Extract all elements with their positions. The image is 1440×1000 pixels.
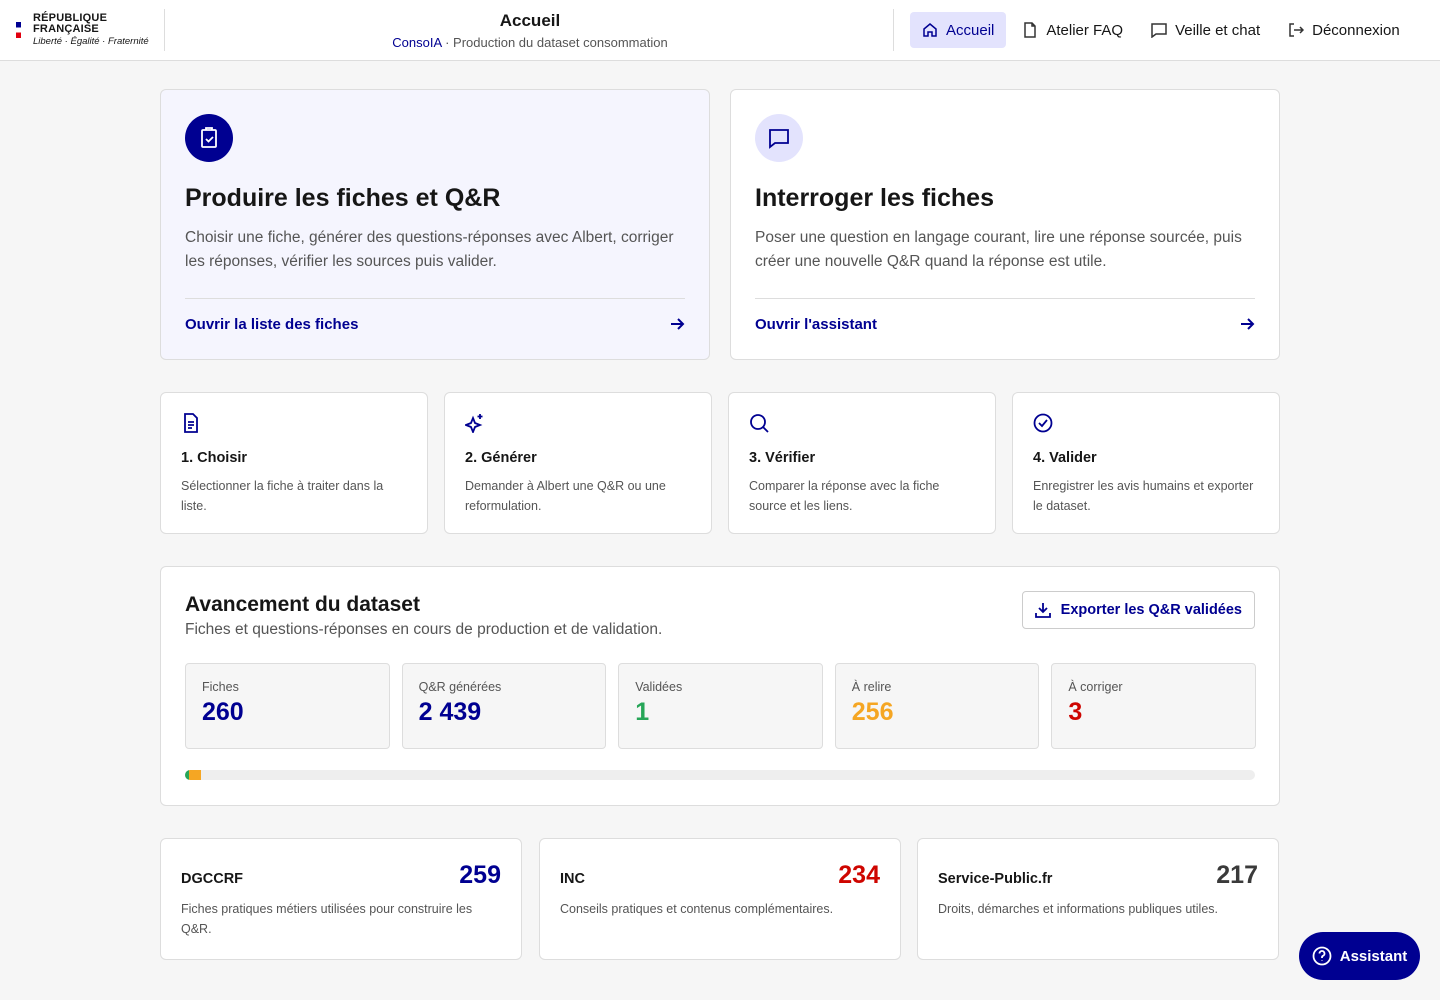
stat: Fiches 260: [185, 663, 390, 749]
button-label: Assistant: [1339, 947, 1408, 965]
export-button[interactable]: Exporter les Q&R validées: [1021, 591, 1255, 629]
link-text: Ouvrir l'assistant: [755, 316, 877, 333]
progress-card: Avancement du dataset Fiches et question…: [160, 566, 1280, 806]
stat-label: À corriger: [1068, 680, 1123, 694]
breadcrumb: ConsoIA · Production du dataset consomma…: [330, 35, 730, 50]
stat: Q&R générées 2 439: [401, 663, 607, 749]
source-count: 234: [838, 861, 880, 889]
step-card: 4. Valider Enregistrer les avis humains …: [1012, 392, 1280, 534]
icon: [185, 114, 233, 162]
source-count: 259: [459, 861, 501, 889]
step-description: Demander à Albert une Q&R ou une reformu…: [465, 479, 666, 513]
stat: À relire 256: [834, 663, 1040, 749]
divider: [893, 9, 894, 51]
step-title: 4. Valider: [1033, 450, 1097, 466]
source-description: Conseils pratiques et contenus complémen…: [560, 902, 834, 916]
nav-label: Accueil: [946, 21, 995, 39]
progress-title: Avancement du dataset: [185, 593, 420, 616]
stat: Validées 1: [618, 663, 823, 749]
logo[interactable]: RÉPUBLIQUE FRANÇAISE: [33, 13, 107, 35]
stat: À corriger 3: [1051, 663, 1256, 749]
step-title: 2. Générer: [465, 450, 537, 466]
motto: Liberté · Égalité · Fraternité: [33, 36, 149, 47]
nav-label: Veille et chat: [1175, 21, 1261, 39]
step-title: 3. Vérifier: [749, 450, 816, 466]
flag: [16, 22, 21, 38]
nav-item[interactable]: Veille et chat: [1139, 12, 1272, 48]
step-card: 3. Vérifier Comparer la réponse avec la …: [728, 392, 996, 534]
icon: [1033, 413, 1053, 433]
action-card: Produire les fiches et Q&R Choisir une f…: [160, 89, 710, 360]
page-title: Accueil: [499, 11, 561, 30]
source-description: Fiches pratiques métiers utilisées pour …: [181, 902, 473, 936]
stat-value: 260: [202, 698, 244, 726]
icon: [755, 114, 803, 162]
stat-label: À relire: [851, 680, 892, 694]
step-title: 1. Choisir: [181, 450, 248, 466]
stat-value: 1: [635, 698, 650, 726]
app-link[interactable]: ConsoIA: [392, 35, 442, 50]
logo-text: RÉPUBLIQUE: [33, 12, 108, 24]
logo-text: FRANÇAISE: [33, 23, 99, 35]
stats: Fiches 260 Q&R générées 2 439 Validées 1 À …: [185, 663, 1256, 749]
breadcrumb-page: Production du dataset consommation: [453, 35, 668, 50]
source-description: Droits, démarches et informations publiq…: [938, 902, 1218, 916]
header: RÉPUBLIQUE FRANÇAISE Liberté · Égalité · …: [0, 0, 1440, 61]
nav-item[interactable]: Accueil: [910, 12, 1007, 48]
step-description: Enregistrer les avis humains et exporter…: [1033, 479, 1254, 513]
link-text: Ouvrir la liste des fiches: [185, 316, 359, 333]
stat-value: 3: [1068, 698, 1083, 726]
icon: [184, 413, 198, 433]
nav-label: Atelier FAQ: [1046, 21, 1124, 39]
action-card: Interroger les fiches Poser une question…: [730, 89, 1280, 360]
source-name: INC: [560, 871, 585, 887]
card-link[interactable]: Ouvrir la liste des fiches: [185, 298, 685, 333]
source-name: Service-Public.fr: [938, 871, 1053, 887]
step-description: Sélectionner la fiche à traiter dans la …: [181, 479, 384, 513]
source-name: DGCCRF: [181, 871, 244, 887]
step-description: Comparer la réponse avec la fiche source…: [749, 479, 940, 513]
card-description: Poser une question en langage courant, l…: [755, 229, 1242, 270]
stat-label: Q&R générées: [418, 680, 502, 694]
nav-item[interactable]: Atelier FAQ: [1010, 12, 1135, 48]
progress-bar: [185, 770, 1255, 780]
divider: [164, 9, 165, 51]
source-card: Service-Public.fr 217 Droits, démarches …: [917, 838, 1279, 960]
card-link[interactable]: Ouvrir l'assistant: [755, 298, 1255, 333]
source-card: DGCCRF 259 Fiches pratiques métiers util…: [160, 838, 522, 960]
card-title: Produire les fiches et Q&R: [185, 184, 501, 212]
assistant-button[interactable]: Assistant: [1299, 932, 1420, 980]
source-count: 217: [1216, 861, 1258, 889]
nav-label: Déconnexion: [1312, 21, 1400, 39]
stat-value: 2 439: [418, 698, 482, 726]
separator: ·: [445, 35, 450, 50]
step-card: 2. Générer Demander à Albert une Q&R ou …: [444, 392, 712, 534]
step-card: 1. Choisir Sélectionner la fiche à trait…: [160, 392, 428, 534]
card-title: Interroger les fiches: [755, 184, 994, 212]
source-card: INC 234 Conseils pratiques et contenus c…: [539, 838, 901, 960]
stat-value: 256: [851, 698, 894, 726]
nav-item[interactable]: Déconnexion: [1276, 12, 1412, 48]
progress-subtitle: Fiches et questions-réponses en cours de…: [185, 621, 663, 638]
nav: Accueil Atelier FAQ Veille et chat Décon…: [910, 12, 1416, 48]
stat-label: Fiches: [202, 680, 239, 694]
icon: [750, 414, 769, 433]
card-description: Choisir une fiche, générer des questions…: [185, 229, 674, 270]
button-label: Exporter les Q&R validées: [1060, 602, 1242, 618]
icon: [463, 414, 483, 435]
stat-label: Validées: [635, 680, 683, 694]
